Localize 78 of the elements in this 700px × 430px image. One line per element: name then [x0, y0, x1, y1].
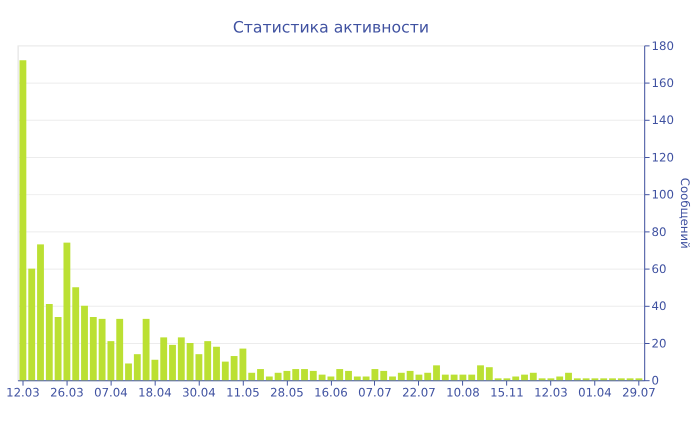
bar: [151, 360, 158, 380]
bar: [134, 354, 141, 380]
bar: [415, 374, 422, 380]
bar: [125, 363, 132, 380]
bar: [81, 306, 88, 380]
bar: [72, 287, 80, 380]
bar: [565, 372, 572, 380]
bar: [160, 337, 168, 380]
x-tick-label: 15.11: [490, 385, 524, 400]
bar: [195, 354, 202, 380]
bar: [37, 244, 44, 380]
bar: [19, 60, 26, 380]
bar: [442, 374, 449, 380]
y-tick-label: 140: [652, 113, 674, 128]
bar: [257, 369, 264, 380]
bar: [54, 316, 62, 380]
bar: [28, 268, 36, 380]
bar: [371, 369, 378, 380]
bar: [310, 370, 317, 380]
y-tick-label: 160: [652, 76, 674, 90]
x-tick-label: 12.03: [534, 385, 568, 400]
y-tick-label: 180: [652, 38, 674, 53]
bar: [222, 362, 229, 380]
bar: [433, 365, 440, 380]
bar: [239, 348, 246, 380]
y-tick-label: 20: [652, 336, 666, 350]
bar: [90, 316, 97, 380]
bar: [389, 376, 396, 380]
x-tick-label: 16.06: [314, 385, 348, 400]
bar: [459, 374, 466, 380]
bar: [116, 318, 124, 380]
x-tick-label: 12.03: [6, 385, 40, 400]
bar: [230, 356, 238, 380]
x-tick-label: 28.05: [270, 385, 304, 400]
bar: [107, 341, 114, 380]
bar: [486, 367, 493, 380]
y-tick-label: 120: [652, 150, 674, 164]
bar: [380, 370, 388, 380]
bar: [46, 304, 53, 380]
bar: [336, 369, 344, 380]
x-tick-label: 30.04: [182, 385, 216, 400]
y-axis-title: Сообщений: [678, 178, 692, 249]
bar: [301, 369, 308, 380]
bar: [318, 374, 326, 380]
y-tick-label: 40: [652, 299, 666, 314]
x-tick-label: 07.07: [358, 385, 392, 400]
bar: [327, 376, 334, 380]
bar: [283, 370, 290, 380]
bar: [450, 374, 458, 380]
y-tick-label: 80: [652, 224, 666, 239]
x-tick-label: 11.05: [226, 385, 260, 400]
bar: [362, 376, 370, 380]
bar: [98, 318, 106, 380]
bar: [477, 365, 484, 380]
bar: [274, 372, 282, 380]
x-tick-label: 07.04: [94, 385, 128, 400]
y-tick-label: 60: [652, 262, 666, 276]
bar: [468, 374, 476, 380]
y-tick-label: 100: [652, 188, 674, 202]
y-tick-label: 0: [652, 374, 660, 388]
bar: [186, 343, 194, 380]
x-tick-label: 01.04: [578, 385, 612, 400]
x-tick-label: 18.04: [138, 385, 172, 400]
bar: [169, 344, 176, 380]
bar: [213, 346, 220, 380]
x-tick-label: 26.03: [50, 385, 84, 400]
bar: [521, 374, 528, 380]
bar: [406, 370, 414, 380]
bar: [178, 337, 185, 380]
x-tick-label: 10.08: [446, 385, 480, 400]
bar: [292, 369, 300, 380]
bar: [142, 318, 150, 380]
bar: [345, 370, 352, 380]
bar: [204, 341, 212, 380]
bar: [63, 242, 70, 380]
chart-title: Статистика активности: [232, 18, 429, 37]
x-tick-label: 29.07: [622, 385, 656, 400]
x-tick-label: 22.07: [402, 385, 436, 400]
